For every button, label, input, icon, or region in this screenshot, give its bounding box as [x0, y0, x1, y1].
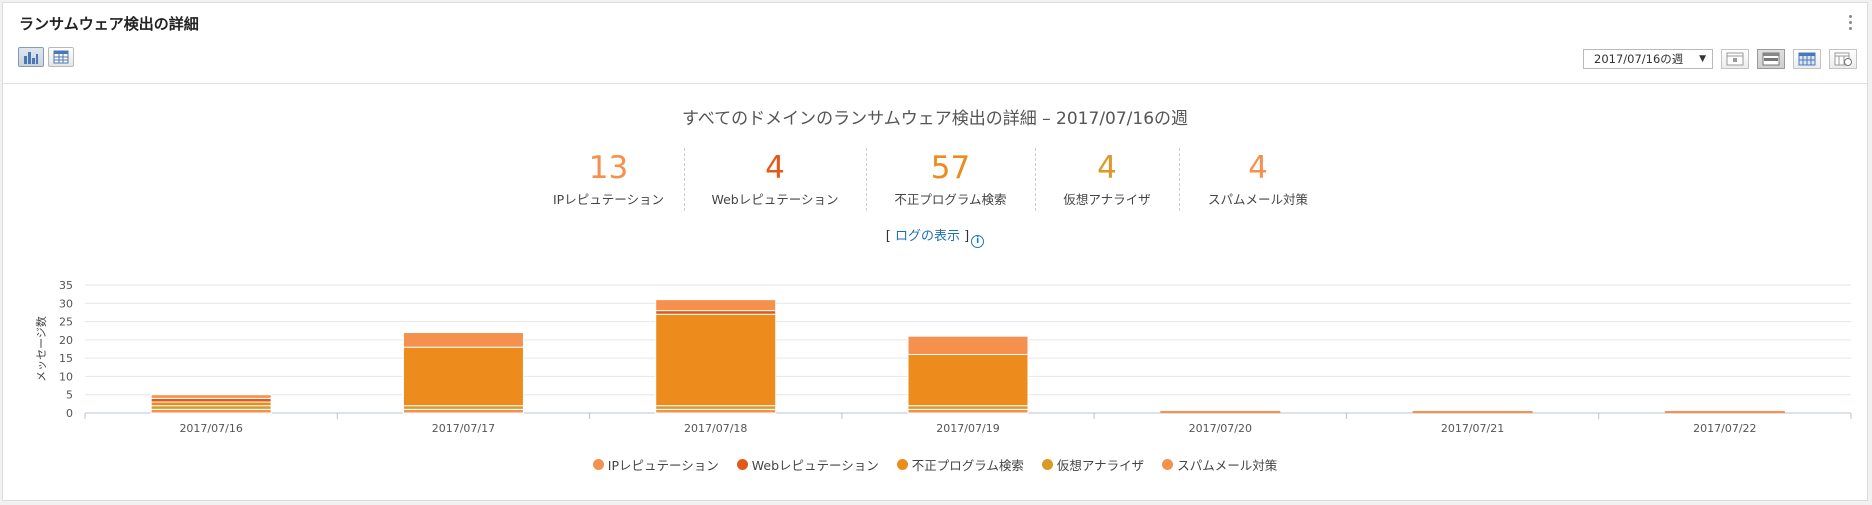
stat-value: 13	[588, 150, 629, 186]
period-month-button[interactable]	[1793, 49, 1821, 69]
more-options-icon[interactable]	[1849, 15, 1853, 30]
calendar-week-icon	[1762, 52, 1780, 66]
bar-segment	[150, 408, 272, 414]
stat-label: IPレピュテーション	[553, 192, 664, 207]
bar-empty	[1664, 411, 1785, 413]
bar-segment	[655, 310, 777, 315]
stat-ip-reputation[interactable]: 13 IPレピュテーション	[534, 148, 684, 211]
legend-label: IPレピュテーション	[607, 458, 719, 473]
legend-label: 不正プログラム検索	[911, 458, 1024, 473]
y-axis-label: メッセージ数	[35, 316, 48, 382]
bracket-open: [	[885, 229, 895, 244]
y-tick-label: 0	[66, 407, 73, 420]
info-icon[interactable]: i	[971, 235, 985, 248]
bar-segment	[150, 397, 272, 403]
legend-marker-icon	[1041, 459, 1053, 470]
bar-segment	[402, 405, 524, 410]
stat-web-reputation[interactable]: 4 Webレピュテーション	[683, 148, 866, 211]
bar-empty	[1412, 411, 1533, 413]
view-log: [ ログの表示 ] i	[3, 225, 1867, 248]
week-select[interactable]: 2017/07/16の週 ▼	[1583, 49, 1713, 69]
x-tick-label: 2017/07/20	[1189, 422, 1252, 435]
y-tick-label: 20	[59, 334, 73, 347]
legend-item[interactable]: Webレピュテーション	[736, 455, 879, 474]
legend-label: 仮想アナライザ	[1056, 458, 1145, 473]
stat-value: 4	[1097, 150, 1117, 186]
period-week-button[interactable]	[1757, 49, 1785, 69]
chart-title: すべてのドメインのランサムウェア検出の詳細 – 2017/07/16の週	[681, 109, 1189, 129]
legend-marker-icon	[736, 459, 748, 470]
bar-segment	[655, 405, 777, 410]
stat-label: 仮想アナライザ	[1063, 192, 1151, 207]
bar-chart-icon	[24, 52, 38, 64]
stat-label: 不正プログラム検索	[894, 192, 1007, 207]
panel-title: ランサムウェア検出の詳細	[19, 15, 199, 33]
legend-item[interactable]: IPレピュテーション	[592, 455, 719, 474]
view-log-link[interactable]: ログの表示	[894, 229, 960, 244]
x-tick-label: 2017/07/19	[936, 422, 999, 435]
bar-segment	[907, 408, 1029, 414]
legend-label: スパムメール対策	[1177, 458, 1278, 473]
period-day-button[interactable]	[1721, 49, 1749, 69]
x-tick-label: 2017/07/21	[1441, 422, 1504, 435]
bar-segment	[907, 353, 1029, 407]
calendar-day-icon	[1726, 52, 1744, 66]
stat-value: 4	[1248, 150, 1268, 186]
x-tick-label: 2017/07/18	[684, 422, 747, 435]
legend-marker-icon	[896, 459, 908, 470]
table-icon	[53, 50, 69, 64]
calendar-month-icon	[1798, 52, 1816, 66]
bar-empty	[1160, 411, 1281, 413]
chart-view-button[interactable]	[18, 47, 44, 67]
y-tick-label: 10	[59, 370, 73, 383]
y-tick-label: 25	[59, 316, 73, 329]
bar-segment	[655, 299, 777, 312]
legend-label: Webレピュテーション	[751, 458, 879, 473]
bar-segment	[150, 394, 272, 399]
stat-value: 4	[765, 150, 785, 186]
y-tick-label: 30	[59, 297, 73, 310]
bar-segment	[402, 346, 524, 407]
x-tick-label: 2017/07/16	[179, 422, 242, 435]
stat-value: 57	[930, 150, 971, 186]
header-divider	[3, 83, 1867, 84]
legend-marker-icon	[592, 459, 604, 470]
summary-stats: 13 IPレピュテーション 4 Webレピュテーション 57 不正プログラム検索…	[3, 148, 1867, 211]
legend-item[interactable]: スパムメール対策	[1162, 455, 1277, 474]
stat-antispam[interactable]: 4 スパムメール対策	[1178, 148, 1337, 211]
y-tick-label: 35	[59, 279, 73, 292]
legend-marker-icon	[1162, 459, 1174, 470]
bar-segment	[402, 408, 524, 414]
stat-virtual-analyzer[interactable]: 4 仮想アナライザ	[1034, 148, 1179, 211]
legend-item[interactable]: 不正プログラム検索	[896, 455, 1024, 474]
stat-malware-scan[interactable]: 57 不正プログラム検索	[865, 148, 1035, 211]
bar-segment	[655, 408, 777, 414]
bar-segment	[402, 332, 524, 348]
y-tick-label: 5	[66, 389, 73, 402]
bracket-close: ]	[960, 229, 970, 244]
view-toggle	[18, 47, 74, 67]
bar-segment	[907, 405, 1029, 410]
calendar-custom-icon	[1834, 52, 1852, 66]
stat-label: Webレピュテーション	[711, 192, 839, 207]
stacked-bar-chart: 0 5 10 15 20 25 30 35 メッセージ数 2017/07/16 2017/07/17…	[35, 279, 1852, 435]
period-custom-button[interactable]	[1829, 49, 1857, 69]
dropdown-arrow-icon: ▼	[1699, 54, 1706, 64]
week-select-value: 2017/07/16の週	[1594, 52, 1684, 66]
table-view-button[interactable]	[48, 47, 74, 67]
bar-segment	[907, 335, 1029, 355]
stat-label: スパムメール対策	[1207, 192, 1308, 207]
period-toolbar: 2017/07/16の週 ▼	[1583, 49, 1857, 69]
y-tick-label: 15	[59, 352, 73, 365]
legend-item[interactable]: 仮想アナライザ	[1041, 455, 1145, 474]
bar-segment	[150, 401, 272, 407]
x-tick-label: 2017/07/17	[432, 422, 495, 435]
bar-segment	[150, 405, 272, 410]
bar-segment	[655, 313, 777, 407]
x-tick-label: 2017/07/22	[1693, 422, 1756, 435]
chart-legend: IPレピュテーション Webレピュテーション 不正プログラム検索 仮想アナライザ スパム…	[3, 455, 1867, 474]
